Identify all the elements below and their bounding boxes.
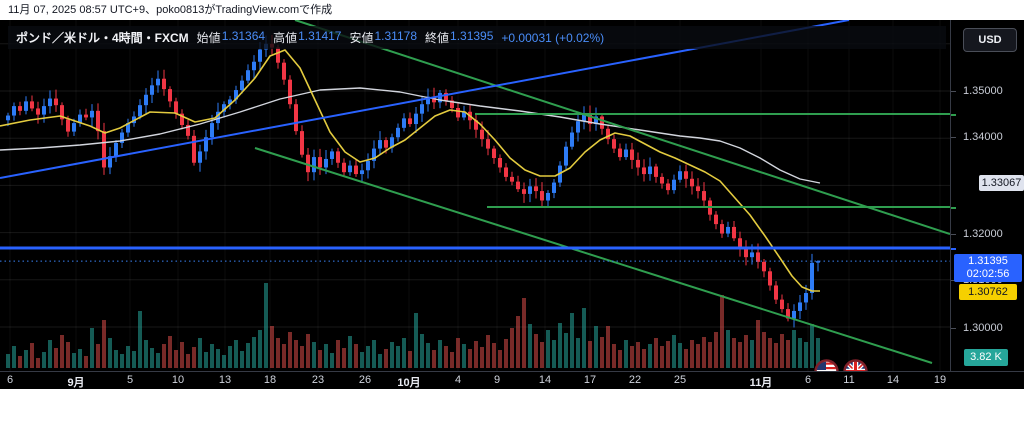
level-tick-blue [951,248,956,250]
legend-field-value: 1.31178 [374,29,418,43]
price-axis[interactable]: 1.33067 1.31395 02:02:56 1.30762 3.82 K … [950,20,1024,371]
price-tick [951,234,956,235]
time-axis-label: 14 [538,374,552,386]
ma-fast-value-badge: 1.30762 [959,284,1017,300]
time-axis-label: 25 [673,374,687,386]
drawing-layer[interactable] [0,20,950,364]
time-axis-label: 10月 [397,377,421,389]
legend-field-label: 高値 [273,31,298,45]
attribution-strip: 11月 07, 2025 08:57 UTC+9、poko0813がTradin… [0,0,1024,20]
legend-field-value: 1.31395 [450,29,494,43]
attribution-text: 11月 07, 2025 08:57 UTC+9、poko0813がTradin… [8,4,333,16]
price-tick [951,137,956,138]
price-tick [951,91,956,92]
level-tick-green [951,207,956,209]
volume-bars [6,283,820,368]
price-tick [951,328,956,329]
ma-slow-value-badge: 1.33067 [979,175,1024,191]
time-axis-label: 10 [171,374,185,386]
ma-fast-line[interactable] [0,49,820,292]
candles [6,34,820,328]
legend-field-high: 高値 1.31417 [273,29,341,46]
legend-field-value: 1.31417 [298,29,342,43]
price-axis-label: 1.35000 [963,85,1003,97]
time-axis[interactable]: 6 9月 5 10 13 18 23 26 10月 4 9 14 17 22 25 11月 6 11 14 19 [0,371,1024,389]
legend-field-label: 安値 [349,31,374,45]
symbol-title[interactable]: ポンド／米ドル・4時間・FXCM [16,31,189,45]
time-axis-label: 11 [843,374,855,386]
chart-pane[interactable]: ポンド／米ドル・4時間・FXCM 始値 1.31364 高値 1.31417 安値 1.3… [0,20,1024,384]
time-axis-label: 19 [933,374,947,386]
price-tick [951,280,956,281]
time-axis-label: 18 [263,374,277,386]
time-axis-label: 23 [311,374,325,386]
legend-field-open: 始値 1.31364 [197,29,265,46]
time-axis-label: 22 [628,374,642,386]
time-axis-label: 4 [454,374,462,386]
gridlines [0,20,950,371]
legend-field-label: 終値 [425,31,450,45]
time-axis-label: 26 [358,374,372,386]
time-axis-label: 9 [493,374,501,386]
legend-field-close: 終値 1.31395 [425,29,493,46]
legend-change: +0.00031 (+0.02%) [501,30,605,45]
last-price-value: 1.31395 [968,255,1008,267]
time-axis-label: 6 [6,374,14,386]
symbol-legend: ポンド／米ドル・4時間・FXCM 始値 1.31364 高値 1.31417 安値 1.3… [8,26,946,49]
time-axis-label: 17 [583,374,597,386]
price-axis-label: 1.30000 [963,322,1003,334]
bar-countdown: 02:02:56 [966,268,1010,280]
time-axis-label: 5 [126,374,134,386]
legend-field-label: 始値 [196,31,221,45]
time-axis-label: 9月 [67,377,85,389]
legend-field-value: 1.31364 [221,29,266,43]
price-axis-label: 1.32000 [963,228,1003,240]
legend-field-low: 安値 1.31178 [349,29,417,46]
time-axis-label: 11月 [749,377,773,389]
volume-value-badge: 3.82 K [964,349,1008,366]
footer-strip: TradingView [0,389,1024,441]
ma-slow-line[interactable] [0,87,821,184]
last-price-badge: 1.31395 02:02:56 [954,254,1022,282]
level-tick-green [951,114,956,116]
time-axis-label: 14 [886,374,900,386]
currency-toggle-button[interactable]: USD [963,28,1017,52]
time-axis-label: 6 [804,374,812,386]
time-axis-label: 13 [218,374,232,386]
candlestick-plot[interactable] [0,20,950,371]
price-axis-label: 1.34000 [963,131,1003,143]
